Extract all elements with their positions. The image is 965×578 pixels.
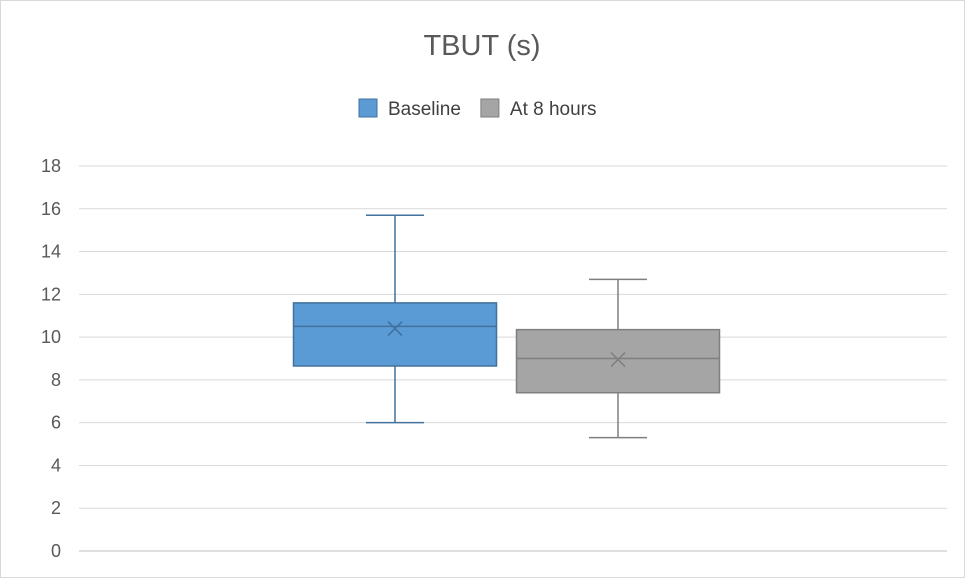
legend-swatch: [358, 98, 378, 118]
y-tick-label: 10: [41, 327, 61, 347]
legend-swatch: [480, 98, 500, 118]
mean-marker: [610, 352, 626, 368]
box-at-8-hours: [515, 278, 721, 439]
legend-label: At 8 hours: [510, 99, 597, 120]
mean-marker: [387, 321, 403, 337]
y-tick-label: 8: [51, 370, 61, 390]
y-tick-label: 18: [41, 156, 61, 176]
y-tick-label: 4: [51, 455, 61, 475]
legend-label: Baseline: [388, 99, 461, 120]
y-tick-label: 16: [41, 199, 61, 219]
chart-title: TBUT (s): [423, 30, 540, 62]
box-baseline: [292, 214, 498, 424]
y-tick-label: 2: [51, 498, 61, 518]
plot-area: [292, 214, 721, 439]
y-tick-label: 12: [41, 284, 61, 304]
iqr-box: [292, 302, 498, 367]
gridlines: [79, 165, 947, 552]
y-tick-label: 14: [41, 242, 61, 262]
y-tick-label: 6: [51, 413, 61, 433]
y-tick-label: 0: [51, 541, 61, 561]
y-axis: 0 2 4 6 8 10 12 14 16 18: [41, 156, 61, 561]
legend: Baseline At 8 hours: [358, 98, 597, 120]
iqr-box: [515, 328, 721, 394]
